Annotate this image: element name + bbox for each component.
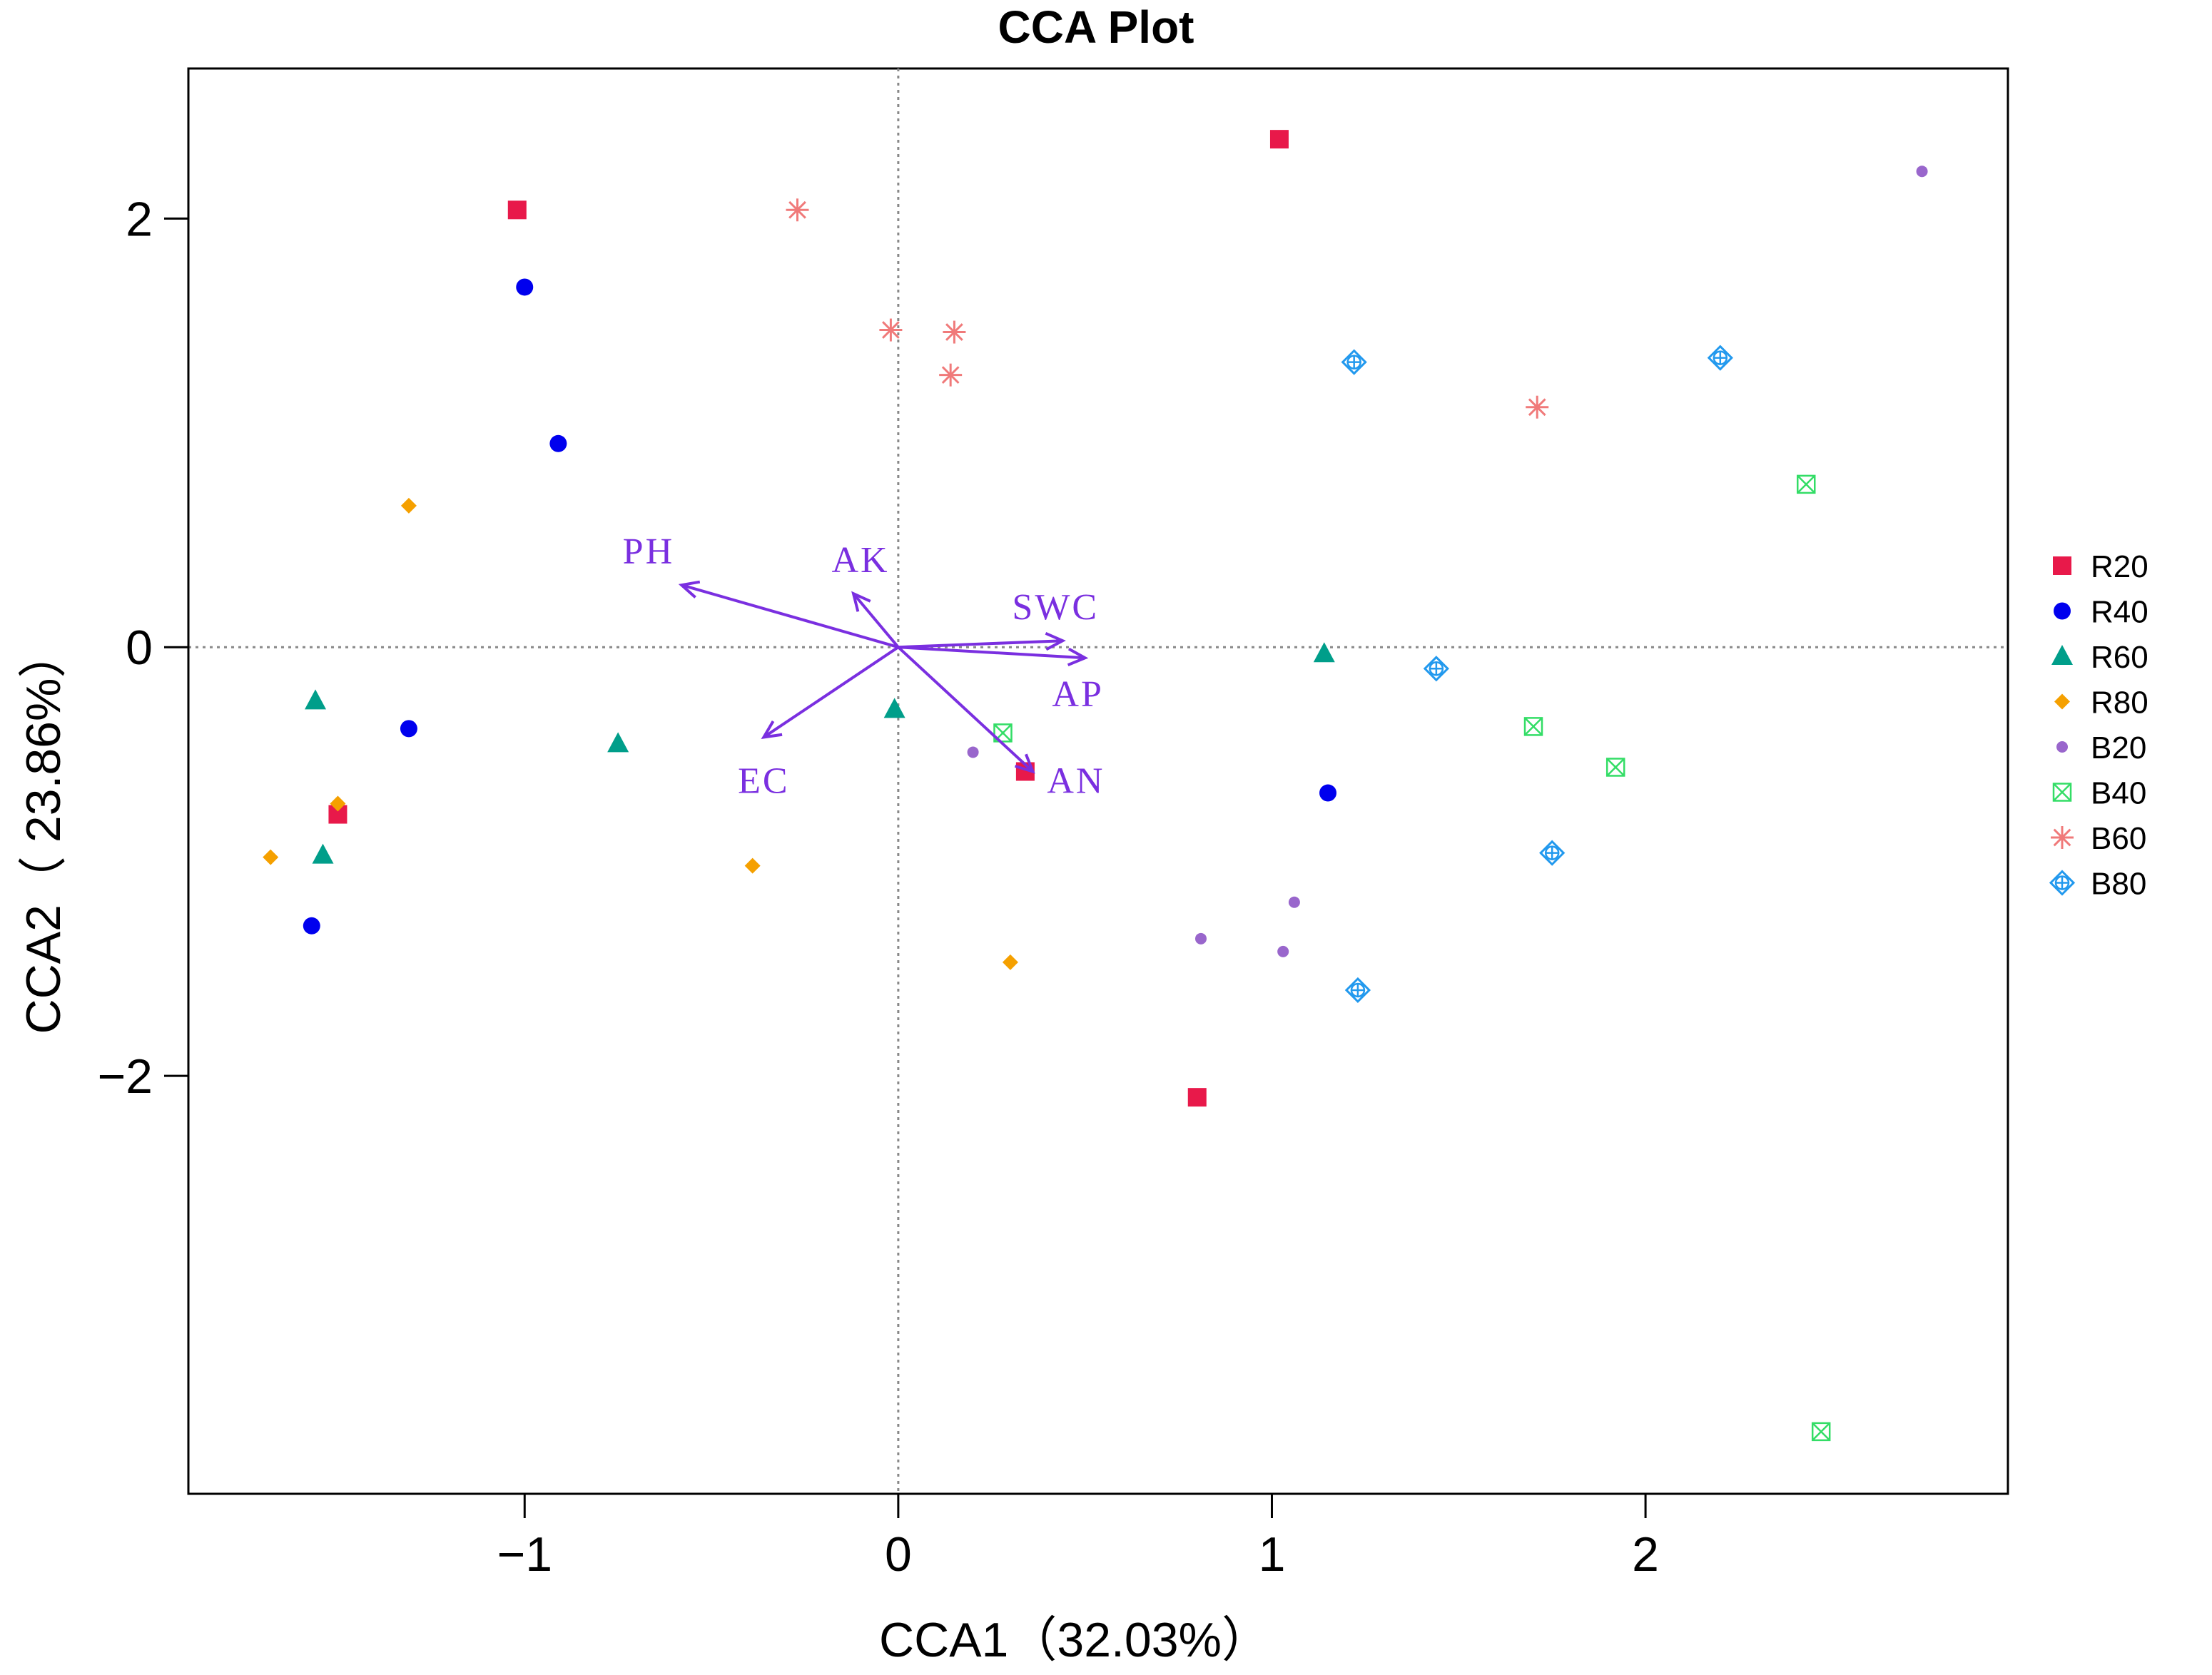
legend-label: B80 xyxy=(2091,867,2146,902)
y-tick-label: 0 xyxy=(126,621,153,675)
arrow-ph: PH xyxy=(623,531,899,649)
y-tick-label: 2 xyxy=(126,192,153,246)
legend-item-b60: B60 xyxy=(2051,821,2146,856)
point-b20 xyxy=(1194,932,1207,945)
legend-label: R40 xyxy=(2091,595,2148,630)
point-r60 xyxy=(883,698,905,718)
chart-title: CCA Plot xyxy=(998,1,1194,53)
arrow-ap: AP xyxy=(898,646,1103,715)
arrow-label-swc: SWC xyxy=(1012,587,1099,628)
arrow-label-ph: PH xyxy=(623,531,674,572)
legend-marker-r20 xyxy=(2053,556,2071,575)
point-r80 xyxy=(330,795,346,812)
y-axis-label: CCA2（ 23.86%） xyxy=(16,630,71,1034)
point-r60 xyxy=(1313,642,1335,663)
reference-lines xyxy=(188,68,2008,1494)
point-b40 xyxy=(1796,474,1816,494)
legend-label: B60 xyxy=(2091,821,2146,856)
legend-marker-r60 xyxy=(2051,645,2073,665)
x-tick-label: 2 xyxy=(1632,1527,1659,1582)
point-b20 xyxy=(967,746,979,758)
point-b60 xyxy=(786,198,809,222)
point-b20 xyxy=(1916,166,1928,178)
point-b80 xyxy=(1707,345,1733,371)
environment-arrows: PH AK SWC AP AN EC xyxy=(623,531,1105,801)
y-axis: −2 0 2 xyxy=(97,192,190,1104)
point-b60 xyxy=(879,318,903,342)
legend-marker-b20 xyxy=(2056,741,2068,753)
legend-marker-b40 xyxy=(2052,783,2072,802)
legend-item-r40: R40 xyxy=(2054,595,2148,630)
point-b60 xyxy=(1526,395,1549,419)
arrow-label-ak: AK xyxy=(831,540,889,581)
legend-label: B20 xyxy=(2091,730,2146,765)
arrow-label-an: AN xyxy=(1047,760,1105,801)
arrow-label-ec: EC xyxy=(738,760,789,801)
point-b40 xyxy=(1523,717,1543,736)
x-axis: −1 0 1 2 xyxy=(497,1492,1659,1582)
legend-label: R80 xyxy=(2091,686,2148,721)
y-tick-label: −2 xyxy=(97,1049,153,1104)
point-r20 xyxy=(1269,130,1289,149)
arrow-label-ap: AP xyxy=(1052,674,1103,715)
arrow-ec: EC xyxy=(738,646,899,801)
point-r40 xyxy=(549,434,567,452)
point-b80 xyxy=(1423,656,1449,682)
x-axis-label: CCA1（32.03%） xyxy=(879,1613,1270,1667)
point-b80 xyxy=(1344,977,1371,1004)
point-b40 xyxy=(1811,1422,1831,1442)
point-r80 xyxy=(744,857,761,874)
x-tick-label: 1 xyxy=(1259,1527,1286,1582)
point-b20 xyxy=(1277,945,1289,957)
point-r80 xyxy=(1002,954,1018,970)
legend-item-b20: B20 xyxy=(2056,730,2146,765)
legend-marker-b60 xyxy=(2051,826,2074,849)
legend-item-r80: R80 xyxy=(2054,686,2148,721)
point-r40 xyxy=(400,720,417,738)
point-r80 xyxy=(263,849,279,865)
x-tick-label: −1 xyxy=(497,1527,552,1582)
point-r60 xyxy=(607,732,629,753)
legend: R20 R40 R60 R80 B20 B40 B60 B80 xyxy=(2049,549,2148,902)
point-b40 xyxy=(1605,758,1625,777)
legend-item-b80: B80 xyxy=(2049,867,2146,902)
point-r40 xyxy=(1319,784,1337,802)
point-b80 xyxy=(1539,840,1566,866)
legend-item-r60: R60 xyxy=(2051,640,2148,675)
legend-marker-r40 xyxy=(2054,602,2071,620)
arrow-swc: SWC xyxy=(898,587,1099,651)
point-r60 xyxy=(305,689,327,710)
point-r20 xyxy=(507,200,527,220)
legend-marker-b80 xyxy=(2049,870,2076,896)
point-b60 xyxy=(939,363,963,387)
point-r40 xyxy=(303,917,320,935)
point-r40 xyxy=(516,278,534,296)
point-b60 xyxy=(943,320,966,344)
point-r20 xyxy=(1187,1088,1207,1107)
data-points xyxy=(263,130,1928,1442)
point-r80 xyxy=(400,497,417,514)
arrow-ak: AK xyxy=(831,540,900,648)
legend-label: B40 xyxy=(2091,776,2146,811)
x-tick-label: 0 xyxy=(885,1527,912,1582)
legend-marker-r80 xyxy=(2054,693,2070,710)
legend-item-b40: B40 xyxy=(2052,776,2146,811)
point-r60 xyxy=(312,843,334,864)
legend-item-r20: R20 xyxy=(2053,549,2148,584)
arrow-an: AN xyxy=(897,646,1105,801)
point-b20 xyxy=(1288,896,1300,908)
legend-label: R60 xyxy=(2091,640,2148,675)
legend-label: R20 xyxy=(2091,549,2148,584)
point-b80 xyxy=(1341,349,1367,375)
